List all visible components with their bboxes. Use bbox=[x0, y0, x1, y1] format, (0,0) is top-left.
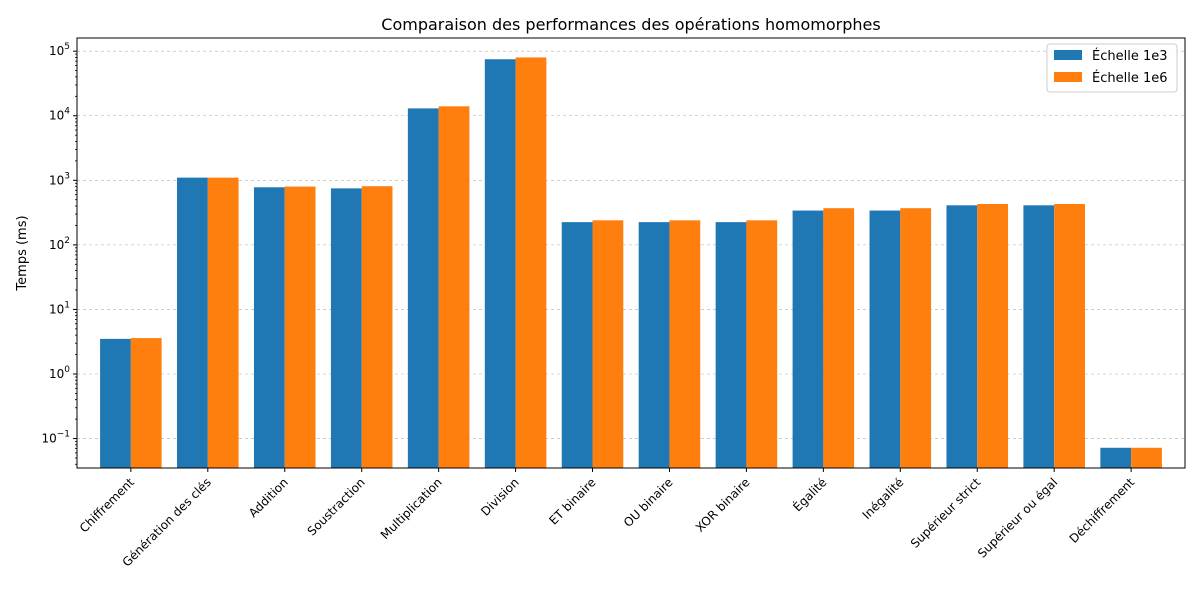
bar-echelle-1e6-chiffrement bbox=[130, 338, 162, 468]
y-tick-exponent: 2 bbox=[64, 236, 70, 246]
bar-echelle-1e6-ou-binaire bbox=[669, 220, 701, 468]
grid-layer bbox=[77, 50, 1185, 439]
bar-echelle-1e6-dechiffrement bbox=[1131, 447, 1162, 468]
y-tick-exponent: −1 bbox=[57, 430, 70, 440]
bars-layer bbox=[100, 57, 1162, 469]
bar-echelle-1e6-inegalite bbox=[900, 208, 932, 468]
bar-echelle-1e3-superieur-strict bbox=[946, 205, 978, 468]
bar-echelle-1e3-dechiffrement bbox=[1100, 447, 1132, 468]
y-tick-label: 105 bbox=[49, 42, 70, 58]
legend: Échelle 1e3 Échelle 1e6 bbox=[1046, 43, 1178, 93]
bar-echelle-1e6-soustraction bbox=[361, 186, 393, 468]
y-tick-mantissa: 10 bbox=[49, 302, 64, 316]
y-tick-label: 101 bbox=[49, 300, 70, 316]
bar-echelle-1e3-generation-des-cles bbox=[177, 177, 208, 468]
y-tick-exponent: 3 bbox=[64, 171, 70, 181]
legend-swatch-echelle-1e3 bbox=[1054, 50, 1082, 60]
y-tick-exponent: 0 bbox=[64, 365, 70, 375]
y-axis-label: Temps (ms) bbox=[15, 215, 30, 291]
bar-echelle-1e3-soustraction bbox=[330, 188, 362, 469]
bar-echelle-1e6-et-binaire bbox=[592, 220, 624, 468]
y-tick-exponent: 5 bbox=[64, 42, 70, 52]
bar-echelle-1e3-chiffrement bbox=[100, 338, 131, 468]
bar-echelle-1e3-division bbox=[484, 59, 516, 469]
y-tick-label: 10−1 bbox=[41, 430, 70, 446]
bar-echelle-1e3-et-binaire bbox=[561, 222, 593, 468]
y-tick-mantissa: 10 bbox=[41, 432, 56, 446]
y-tick-label: 102 bbox=[49, 236, 70, 252]
plot-frame bbox=[76, 37, 1186, 469]
y-tick-mantissa: 10 bbox=[49, 173, 64, 187]
bar-echelle-1e6-generation-des-cles bbox=[207, 177, 239, 468]
y-tick-exponent: 4 bbox=[64, 107, 70, 117]
chart-title: Comparaison des performances des opérati… bbox=[381, 15, 880, 34]
legend-label-echelle-1e3: Échelle 1e3 bbox=[1092, 48, 1168, 64]
y-tick-mantissa: 10 bbox=[49, 367, 64, 381]
bar-echelle-1e3-inegalite bbox=[869, 210, 901, 468]
bar-echelle-1e6-multiplication bbox=[438, 106, 470, 468]
y-tick-label: 100 bbox=[49, 365, 70, 381]
bar-echelle-1e6-addition bbox=[284, 186, 316, 468]
bar-echelle-1e3-egalite bbox=[792, 210, 824, 468]
bar-echelle-1e3-xor-binaire bbox=[715, 222, 747, 468]
bar-echelle-1e6-superieur-ou-egal bbox=[1054, 203, 1085, 469]
bar-echelle-1e6-egalite bbox=[823, 208, 855, 468]
y-tick-mantissa: 10 bbox=[49, 109, 64, 123]
bar-echelle-1e6-xor-binaire bbox=[746, 220, 778, 468]
bar-echelle-1e3-addition bbox=[253, 187, 285, 468]
bar-echelle-1e6-superieur-strict bbox=[977, 203, 1009, 469]
legend-label-echelle-1e6: Échelle 1e6 bbox=[1092, 70, 1168, 86]
y-tick-mantissa: 10 bbox=[49, 44, 64, 58]
y-tick-exponent: 1 bbox=[64, 300, 70, 310]
bar-echelle-1e3-superieur-ou-egal bbox=[1023, 205, 1055, 468]
bar-echelle-1e3-multiplication bbox=[407, 108, 439, 468]
bar-echelle-1e3-ou-binaire bbox=[638, 222, 670, 468]
y-tick-mantissa: 10 bbox=[49, 238, 64, 252]
bar-echelle-1e6-division bbox=[515, 57, 547, 468]
y-tick-label: 103 bbox=[49, 171, 70, 187]
legend-swatch-echelle-1e6 bbox=[1054, 72, 1082, 82]
y-tick-label: 104 bbox=[49, 107, 70, 123]
